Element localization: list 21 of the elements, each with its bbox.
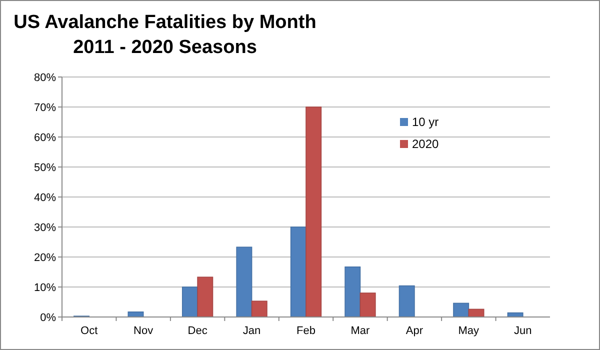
y-tick-label: 20%: [34, 252, 56, 264]
x-tick-label: Jan: [242, 325, 261, 337]
x-tick-label: Apr: [406, 325, 424, 337]
y-tick-label: 70%: [34, 102, 56, 114]
x-tick-label: May: [458, 325, 480, 337]
y-tick-label: 50%: [34, 162, 56, 174]
y-tick-label: 10%: [34, 282, 56, 294]
chart-title: US Avalanche Fatalities by Month 2011 - 2020 Seasons: [14, 12, 316, 58]
x-tick-label: Feb: [296, 325, 316, 337]
x-tick-label: Dec: [188, 325, 208, 337]
x-tick-label: Mar: [350, 325, 370, 337]
y-tick-label: 80%: [34, 72, 56, 84]
y-tick-label: 40%: [34, 192, 56, 204]
y-tick-label: 0%: [40, 312, 56, 324]
x-tick-label: Jun: [514, 325, 532, 337]
x-tick-label: Nov: [134, 325, 154, 337]
legend-label: 2020: [412, 137, 440, 152]
y-tick-label: 30%: [34, 222, 56, 234]
legend-label: 10 yr: [412, 115, 439, 130]
y-tick-label: 60%: [34, 132, 56, 144]
x-tick-label: Oct: [80, 325, 98, 337]
